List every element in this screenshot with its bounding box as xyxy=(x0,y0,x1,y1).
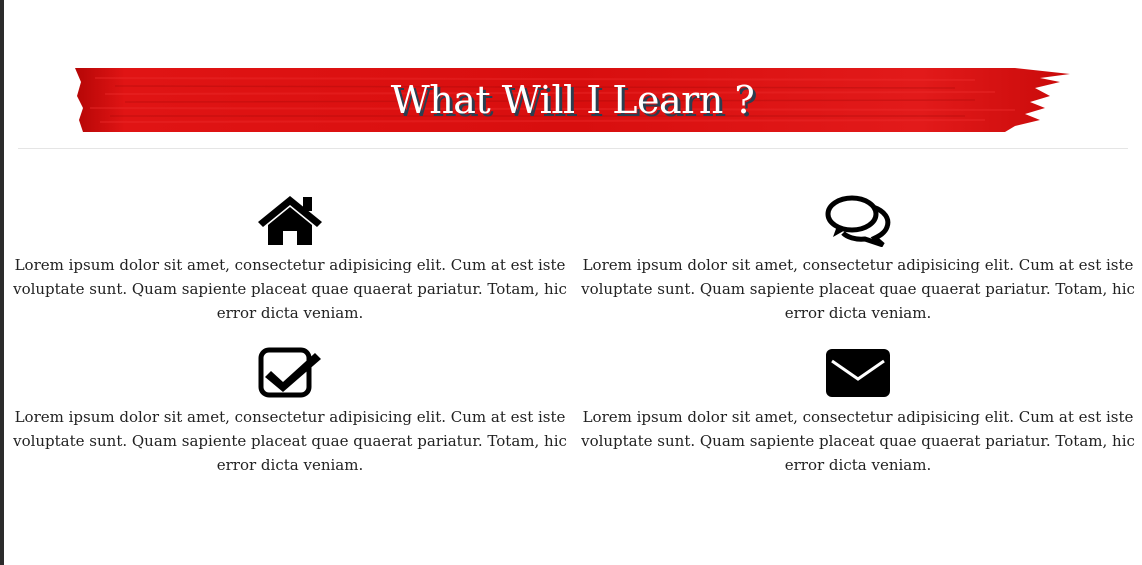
section-title: What Will I Learn ? xyxy=(390,78,755,122)
window-edge xyxy=(0,0,4,565)
feature-text: Lorem ipsum dolor sit amet, consectetur … xyxy=(581,256,1135,322)
feature-text: Lorem ipsum dolor sit amet, consectetur … xyxy=(13,408,567,474)
brush-stroke-background xyxy=(75,68,1070,132)
envelope-icon xyxy=(826,349,890,397)
feature-item: Lorem ipsum dolor sit amet, consectetur … xyxy=(10,193,570,325)
checkbox-checked-icon xyxy=(258,347,321,398)
feature-item: Lorem ipsum dolor sit amet, consectetur … xyxy=(10,345,570,477)
feature-text: Lorem ipsum dolor sit amet, consectetur … xyxy=(13,256,567,322)
feature-item: Lorem ipsum dolor sit amet, consectetur … xyxy=(578,345,1138,477)
section-banner: What Will I Learn ? xyxy=(75,68,1070,132)
home-icon xyxy=(258,196,322,245)
comments-icon xyxy=(825,195,891,247)
feature-item: Lorem ipsum dolor sit amet, consectetur … xyxy=(578,193,1138,325)
divider xyxy=(18,148,1128,149)
feature-text: Lorem ipsum dolor sit amet, consectetur … xyxy=(581,408,1135,474)
